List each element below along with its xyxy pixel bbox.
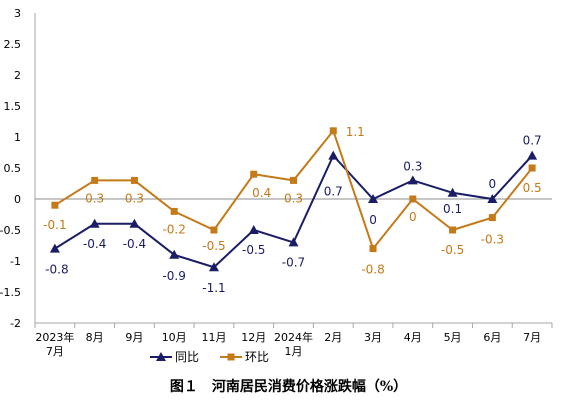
x-tick-label: 4月 <box>404 331 422 344</box>
data-point-triangle <box>407 175 418 185</box>
chart-legend: 同比 环比 <box>150 350 269 364</box>
legend-marker-square <box>227 353 235 361</box>
data-label-huanbi: 0.4 <box>252 186 271 200</box>
data-point-square <box>329 127 337 135</box>
data-label-huanbi: -0.1 <box>43 218 66 232</box>
legend-label: 同比 <box>175 350 199 364</box>
x-tick-label: 6月 <box>483 331 501 344</box>
data-label-huanbi: 0 <box>409 210 417 224</box>
data-label-huanbi: 0.3 <box>284 191 303 205</box>
data-label-huanbi: 0.3 <box>125 191 144 205</box>
data-point-triangle <box>368 194 379 203</box>
x-tick-label: 7月 <box>46 345 64 358</box>
figure-caption: 图１ 河南居民消费价格涨跌幅（%） <box>169 379 408 395</box>
data-point-triangle <box>288 237 299 247</box>
x-tick-label: 11月 <box>201 331 226 344</box>
data-point-square <box>91 176 99 184</box>
data-label-huanbi: 0.3 <box>85 191 104 205</box>
data-label-tongbi: -0.5 <box>242 243 265 257</box>
y-tick-label: 2.5 <box>4 38 22 51</box>
data-label-tongbi: -0.9 <box>162 269 185 283</box>
x-tick-label: 9月 <box>125 331 143 344</box>
data-label-huanbi: -0.5 <box>441 243 464 257</box>
chart-axes <box>34 13 553 328</box>
y-tick-label: 1 <box>14 131 21 144</box>
data-label-huanbi: -0.5 <box>202 239 225 253</box>
data-label-huanbi: 0.5 <box>523 181 542 195</box>
chart-series <box>49 127 538 272</box>
data-point-triangle <box>447 187 458 197</box>
data-label-tongbi: -0.7 <box>282 255 305 269</box>
data-label-tongbi: -1.1 <box>202 281 225 295</box>
y-tick-label: -0.5 <box>0 224 21 237</box>
data-point-square <box>250 170 258 178</box>
x-tick-label: 5月 <box>444 331 462 344</box>
data-label-tongbi: -0.4 <box>123 237 146 251</box>
data-label-tongbi: -0.8 <box>45 263 68 277</box>
chart-data-labels: -0.8 -0.4 -0.4 -0.9 -1.1 -0.5 -0.7 0.7 0 0.3 0.1 0 0… <box>43 125 541 295</box>
x-tick-label: 10月 <box>162 331 187 344</box>
data-label-tongbi: 0.7 <box>324 185 343 199</box>
legend-marker-triangle <box>156 352 166 361</box>
data-label-tongbi: 0 <box>369 213 377 227</box>
data-point-triangle <box>328 150 339 160</box>
data-point-triangle <box>208 262 219 272</box>
data-point-triangle <box>487 194 498 203</box>
series-line-环比 <box>54 128 533 251</box>
y-tick-label: 1.5 <box>4 100 22 113</box>
y-tick-label: 0 <box>14 193 21 206</box>
y-tick-label: 0.5 <box>4 162 22 175</box>
x-tick-label: 2月 <box>324 331 342 344</box>
data-point-triangle <box>527 150 538 160</box>
data-point-square <box>449 226 457 234</box>
data-label-huanbi: -0.2 <box>162 222 185 236</box>
data-label-huanbi: -0.3 <box>481 233 504 247</box>
y-tick-label: -2 <box>10 317 21 330</box>
data-point-square <box>51 201 59 209</box>
y-tick-label: 3 <box>14 7 21 20</box>
x-tick-label: 12月 <box>241 331 266 344</box>
data-point-triangle <box>49 243 60 253</box>
data-point-square <box>210 226 218 234</box>
data-point-square <box>528 164 536 172</box>
data-label-tongbi: 0 <box>489 177 497 191</box>
data-label-tongbi: 0.3 <box>403 159 422 173</box>
data-point-triangle <box>169 249 180 259</box>
x-tick-label: 2023年 <box>35 330 74 344</box>
data-point-triangle <box>129 218 140 228</box>
legend-label: 环比 <box>245 350 269 364</box>
x-tick-label: 2024年 <box>274 330 313 344</box>
x-tick-label: 8月 <box>86 331 104 344</box>
data-label-huanbi: -0.8 <box>361 263 384 277</box>
data-point-square <box>170 207 178 215</box>
data-point-square <box>130 176 138 184</box>
data-point-square <box>409 195 417 203</box>
data-label-tongbi: 0.7 <box>523 134 542 148</box>
y-tick-label: 2 <box>14 69 21 82</box>
data-point-triangle <box>89 218 100 228</box>
x-tick-label: 7月 <box>523 331 541 344</box>
data-point-square <box>369 245 377 253</box>
data-label-tongbi: 0.1 <box>443 202 462 216</box>
data-label-tongbi: -0.4 <box>83 237 106 251</box>
y-tick-label: -1.5 <box>0 286 21 299</box>
data-label-huanbi: 1.1 <box>346 125 365 139</box>
data-point-triangle <box>248 225 259 234</box>
data-point-square <box>290 176 297 184</box>
x-tick-label: 3月 <box>364 331 382 344</box>
data-point-square <box>488 214 496 222</box>
x-tick-label: 1月 <box>285 345 303 358</box>
y-tick-label: -1 <box>10 255 21 268</box>
